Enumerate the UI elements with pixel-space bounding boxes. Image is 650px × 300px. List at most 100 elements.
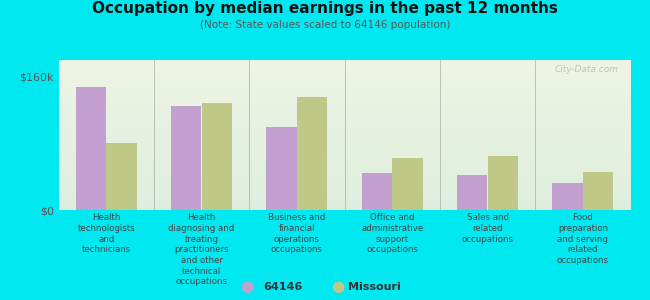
Bar [58, 201, 630, 202]
Bar [58, 80, 630, 81]
Bar [58, 105, 630, 106]
Bar [58, 148, 630, 150]
Bar [552, 183, 583, 210]
Bar [58, 123, 630, 124]
Bar [58, 103, 630, 105]
Bar [361, 172, 392, 210]
Bar [58, 94, 630, 96]
Bar [58, 99, 630, 100]
Bar [58, 207, 630, 208]
Bar [58, 204, 630, 206]
Text: Occupation by median earnings in the past 12 months: Occupation by median earnings in the pas… [92, 2, 558, 16]
Bar [58, 68, 630, 69]
Bar [583, 172, 614, 210]
Bar [58, 76, 630, 78]
Bar [58, 198, 630, 200]
Bar [58, 112, 630, 114]
Bar [58, 186, 630, 188]
Bar [58, 69, 630, 70]
Bar [58, 132, 630, 134]
Bar [58, 70, 630, 72]
Bar [58, 84, 630, 86]
Bar [58, 98, 630, 99]
Bar [58, 64, 630, 66]
Bar [58, 189, 630, 190]
Bar [58, 168, 630, 170]
Bar [58, 146, 630, 147]
Bar [58, 206, 630, 207]
Bar [58, 63, 630, 64]
Bar [58, 138, 630, 140]
Bar [58, 81, 630, 82]
Bar [58, 165, 630, 166]
Bar [58, 75, 630, 76]
Bar [58, 126, 630, 128]
Bar [488, 156, 518, 210]
Text: ●: ● [332, 279, 344, 294]
Bar [58, 100, 630, 102]
Bar [58, 152, 630, 153]
Bar [58, 88, 630, 90]
Bar [58, 159, 630, 160]
Bar [58, 164, 630, 165]
Bar [58, 136, 630, 138]
Bar [58, 150, 630, 152]
Bar [58, 180, 630, 182]
Bar [58, 117, 630, 118]
Bar [58, 172, 630, 174]
Bar [58, 169, 630, 171]
Bar [58, 60, 630, 61]
Bar [58, 122, 630, 123]
Bar [58, 114, 630, 116]
Bar [297, 98, 328, 210]
Bar [171, 106, 202, 210]
Bar [58, 158, 630, 159]
Bar [58, 190, 630, 192]
Bar [58, 156, 630, 158]
Bar [58, 196, 630, 198]
Bar [58, 154, 630, 156]
Bar [266, 127, 297, 210]
Bar [58, 96, 630, 98]
Bar [58, 195, 630, 196]
Bar [58, 184, 630, 186]
Bar [58, 134, 630, 135]
Bar [58, 183, 630, 184]
Bar [58, 118, 630, 120]
Bar [58, 116, 630, 117]
Bar [58, 66, 630, 68]
Bar [58, 176, 630, 177]
Bar [58, 188, 630, 189]
Bar [58, 106, 630, 108]
Bar [106, 143, 136, 210]
Bar [58, 72, 630, 74]
Bar [58, 192, 630, 194]
Bar [58, 111, 630, 112]
Bar [58, 124, 630, 126]
Bar [58, 110, 630, 111]
Bar [58, 61, 630, 63]
Bar [58, 108, 630, 110]
Bar [58, 130, 630, 132]
Bar [58, 153, 630, 154]
Bar [58, 202, 630, 204]
Text: Food
preparation
and serving
related
occupations: Food preparation and serving related occ… [557, 213, 609, 265]
Bar [58, 200, 630, 201]
Bar [58, 129, 630, 130]
Bar [58, 162, 630, 164]
Text: Business and
financial
operations
occupations: Business and financial operations occupa… [268, 213, 326, 254]
Text: ●: ● [240, 279, 254, 294]
Bar [457, 175, 488, 210]
Text: Sales and
related
occupations: Sales and related occupations [462, 213, 514, 244]
Bar [58, 82, 630, 84]
Text: 64146: 64146 [263, 281, 302, 292]
Bar [58, 177, 630, 178]
Bar [58, 140, 630, 141]
Bar [58, 78, 630, 80]
Text: Health
diagnosing and
treating
practitioners
and other
technical
occupations: Health diagnosing and treating practitio… [168, 213, 235, 286]
Bar [58, 87, 630, 88]
Bar [58, 85, 630, 87]
Bar [58, 182, 630, 183]
Bar [75, 87, 106, 210]
Bar [58, 120, 630, 122]
